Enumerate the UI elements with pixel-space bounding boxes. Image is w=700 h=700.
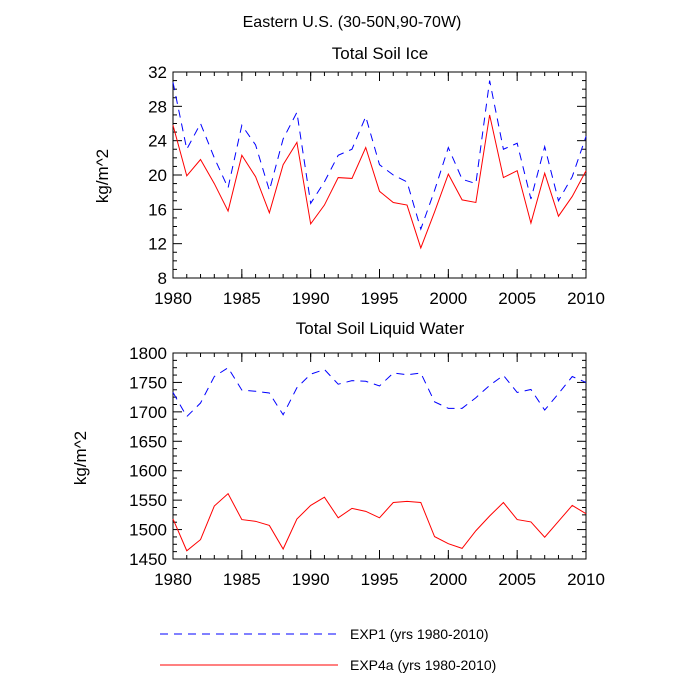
x-tick-label: 1995 [361, 570, 399, 589]
soil-ice-panel: Total Soil Ice kg/m^2 1980 1985 1990 1995 20… [93, 44, 605, 308]
y-tick-label: 24 [148, 132, 167, 151]
x-tick-label: 1985 [223, 289, 261, 308]
y-tick-label: 1750 [129, 373, 167, 392]
soil-ice-ticks [172, 71, 587, 279]
figure-title: Eastern U.S. (30-50N,90-70W) [243, 14, 462, 31]
legend: EXP1 (yrs 1980-2010) EXP4a (yrs 1980-201… [160, 626, 496, 673]
x-tick-label: 2005 [498, 289, 536, 308]
x-tick-label: 2010 [567, 289, 605, 308]
soil-liquid-ylabel: kg/m^2 [71, 431, 90, 485]
legend-label-exp1: EXP1 (yrs 1980-2010) [350, 626, 489, 642]
legend-label-exp4a: EXP4a (yrs 1980-2010) [350, 657, 496, 673]
y-tick-label: 1500 [129, 521, 167, 540]
soil-ice-title: Total Soil Ice [332, 44, 428, 63]
soil-liquid-series-exp4a-line [172, 492, 587, 552]
x-tick-label: 1990 [292, 289, 330, 308]
y-tick-label: 16 [148, 200, 167, 219]
soil-ice-ylabel: kg/m^2 [93, 149, 112, 203]
y-tick-label: 1800 [129, 344, 167, 363]
x-tick-label: 2010 [567, 570, 605, 589]
x-tick-label: 2000 [429, 289, 467, 308]
y-tick-label: 1450 [129, 550, 167, 569]
x-tick-label: 1985 [223, 570, 261, 589]
x-tick-label: 1990 [292, 570, 330, 589]
soil-ice-tick-labels: 1980 1985 1990 1995 2000 2005 2010 8 12 16 20 24 28 3… [148, 63, 605, 308]
y-tick-label: 28 [148, 97, 167, 116]
x-tick-label: 2000 [429, 570, 467, 589]
soil-ice-series-exp1-line [172, 80, 587, 231]
y-tick-label: 1550 [129, 491, 167, 510]
soil-liquid-panel: Total Soil Liquid Water kg/m^2 1980 1985 1… [71, 319, 605, 589]
x-tick-label: 2005 [498, 570, 536, 589]
soil-liquid-title: Total Soil Liquid Water [296, 319, 465, 338]
soil-liquid-series-exp1-line [172, 367, 587, 418]
y-tick-label: 1650 [129, 432, 167, 451]
x-tick-label: 1995 [361, 289, 399, 308]
soil-liquid-plot-frame [172, 352, 587, 560]
soil-liquid-series [172, 367, 587, 552]
x-tick-label: 1980 [154, 289, 192, 308]
y-tick-label: 1700 [129, 403, 167, 422]
soil-liquid-ticks [172, 352, 587, 560]
y-tick-label: 1600 [129, 462, 167, 481]
soil-ice-series-exp4a-line [172, 114, 587, 250]
x-tick-label: 1980 [154, 570, 192, 589]
soil-ice-series [172, 80, 587, 250]
soil-ice-plot-frame [172, 71, 587, 279]
y-tick-label: 8 [158, 269, 167, 288]
y-tick-label: 20 [148, 166, 167, 185]
soil-liquid-tick-labels: 1980 1985 1990 1995 2000 2005 2010 1450 1500 1550… [129, 344, 605, 589]
y-tick-label: 32 [148, 63, 167, 82]
y-tick-label: 12 [148, 235, 167, 254]
